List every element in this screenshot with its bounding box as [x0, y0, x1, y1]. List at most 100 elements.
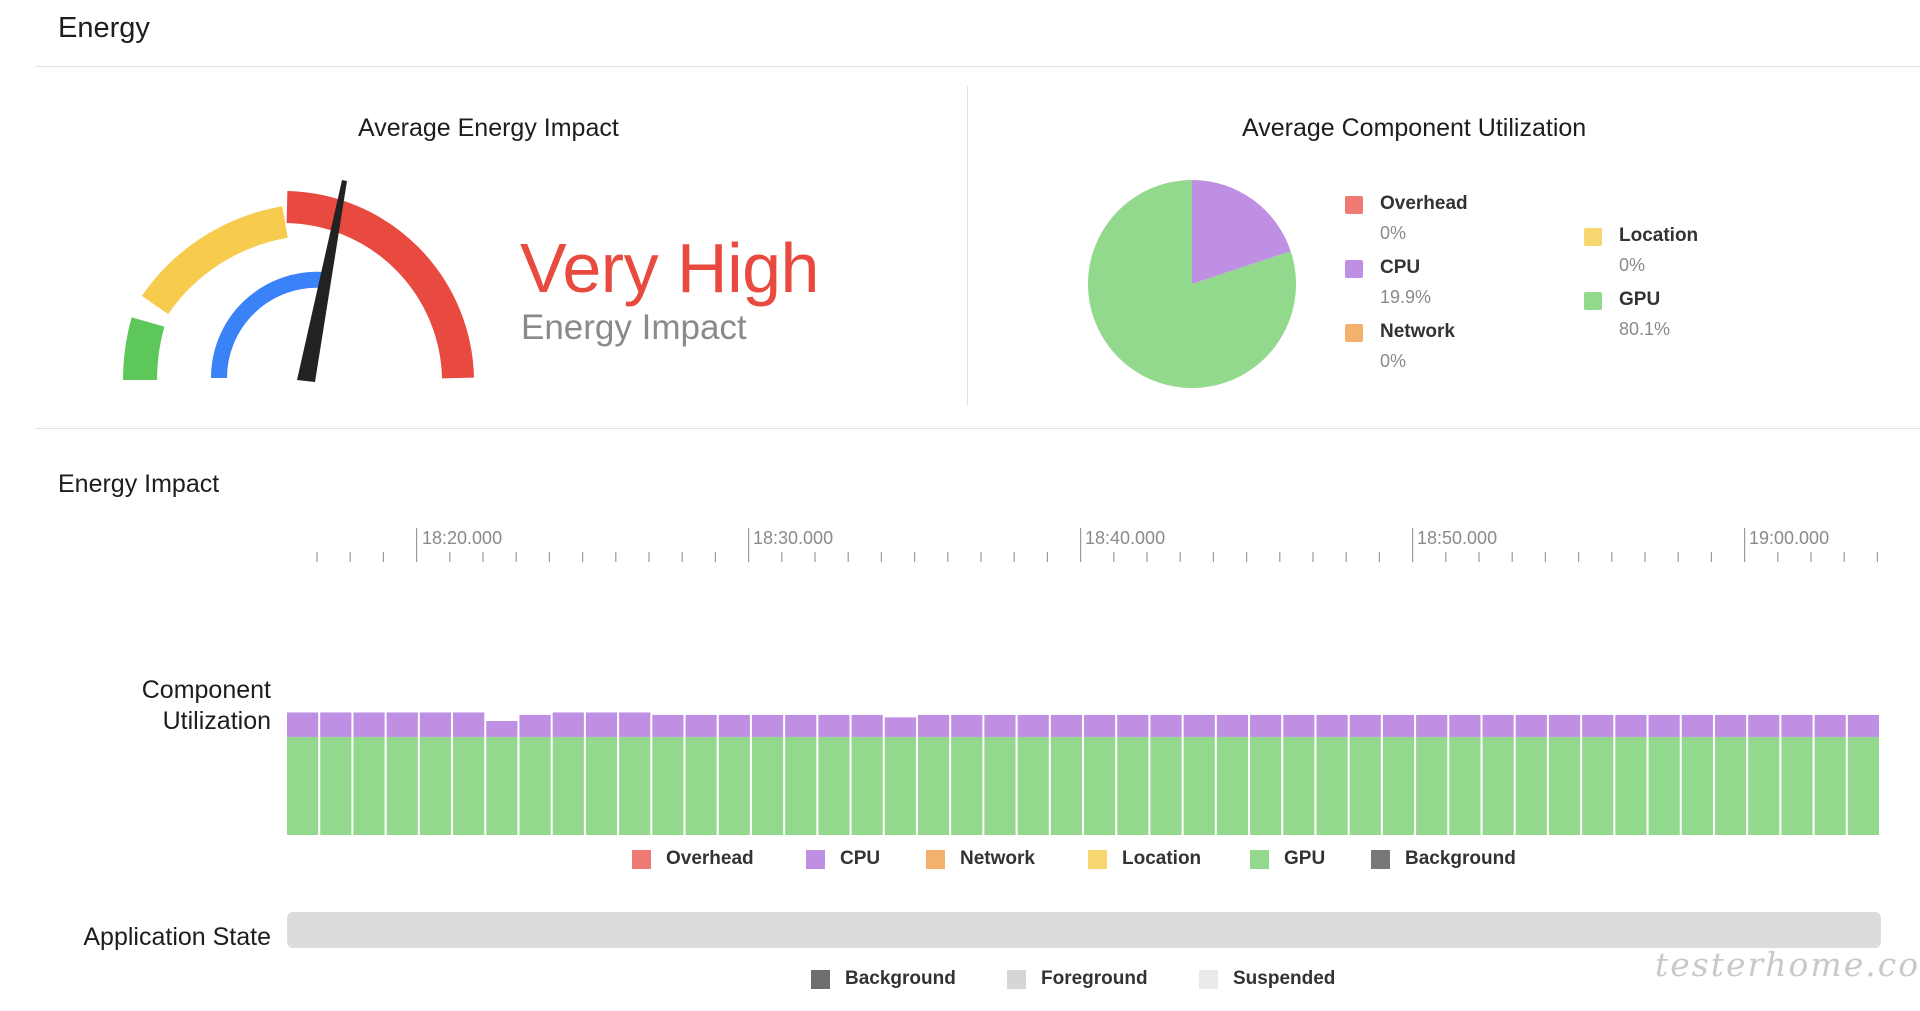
foreground-state-swatch [1007, 969, 1026, 989]
cpu-swatch [806, 849, 825, 869]
gpu-bar-segment [1416, 736, 1448, 835]
utilization-legend-location: Location [1088, 848, 1201, 872]
cpu-bar-segment [287, 712, 319, 737]
cpu-bar-segment [917, 714, 950, 737]
gpu-bar-segment [1548, 736, 1581, 835]
panel-divider [967, 86, 968, 406]
pie-legend-network-name: Network [1380, 321, 1455, 342]
cpu-bar-segment [1847, 714, 1879, 737]
gpu-bar-segment [1449, 736, 1481, 835]
cpu-bar-segment [785, 714, 817, 737]
gpu-bar-segment [519, 736, 551, 835]
cpu-bar-segment [1449, 714, 1481, 737]
pie-legend-overhead-percent: 0% [1380, 223, 1407, 243]
average-component-utilization-title: Average Component Utilization [1242, 114, 1587, 142]
gpu-bar-segment [486, 736, 518, 835]
gauge-high-band [286, 191, 474, 379]
cpu-bar-segment [1117, 714, 1149, 737]
overhead-swatch [1345, 196, 1363, 214]
cpu-bar-segment [1084, 714, 1116, 737]
state-legend-suspended-name: Suspended [1233, 968, 1336, 989]
gpu-bar-segment [1714, 736, 1747, 835]
pie-legend-gpu-name: GPU [1619, 289, 1661, 310]
cpu-bar-segment [419, 712, 452, 737]
cpu-bar-segment [1349, 714, 1381, 737]
state-legend-foreground: Foreground [1007, 968, 1148, 992]
cpu-bar-segment [453, 712, 485, 737]
gpu-bar-segment [917, 736, 950, 835]
cpu-bar-segment [1548, 714, 1581, 737]
gpu-bar-segment [287, 736, 319, 835]
cpu-bar-segment [851, 714, 883, 737]
cpu-bar-segment [1216, 714, 1249, 737]
cpu-bar-segment [818, 714, 850, 737]
cpu-bar-segment [386, 712, 418, 737]
pie-legend-overhead-name: Overhead [1380, 193, 1468, 214]
cpu-bar-segment [486, 721, 518, 737]
cpu-bar-segment [1183, 714, 1215, 737]
cpu-bar-segment [1615, 714, 1647, 737]
gpu-bar-segment [453, 736, 485, 835]
gpu-bar-segment [419, 736, 452, 835]
gpu-bar-segment [884, 736, 916, 835]
application-state-label: Application State [83, 923, 271, 951]
pie-legend-location-percent: 0% [1619, 255, 1646, 275]
gpu-bar-segment [585, 736, 618, 835]
background-state-swatch [811, 969, 830, 989]
utilization-legend-gpu-name: GPU [1284, 848, 1326, 869]
gpu-bar-segment [1582, 736, 1614, 835]
component-utilization-label: Component Utilization [141, 676, 271, 735]
gpu-swatch [1584, 292, 1602, 310]
cpu-bar-segment [1714, 714, 1747, 737]
cpu-bar-segment [1482, 714, 1514, 737]
utilization-legend-cpu: CPU [806, 848, 880, 872]
gauge-needle [297, 180, 347, 382]
utilization-legend-background-name: Background [1405, 848, 1516, 869]
cpu-bar-segment [1316, 714, 1348, 737]
gpu-bar-segment [1050, 736, 1082, 835]
location-swatch [1584, 228, 1602, 246]
timeline-tick-label: 18:40.000 [1085, 528, 1166, 548]
cpu-bar-segment [552, 712, 584, 737]
cpu-bar-segment [718, 714, 750, 737]
watermark: testerhome.com [1655, 945, 1920, 984]
gpu-bar-segment [320, 736, 352, 835]
network-swatch [1345, 324, 1363, 342]
cpu-bar-segment [1681, 714, 1713, 737]
cpu-bar-segment [1050, 714, 1082, 737]
gpu-bar-segment [353, 736, 385, 835]
pie-slice-cpu [1192, 180, 1291, 284]
pie-slice-gpu [1088, 180, 1296, 388]
gpu-bar-segment [1482, 736, 1514, 835]
gpu-bar-segment [1382, 736, 1415, 835]
gauge-low-band [122, 317, 165, 381]
cpu-bar-segment [951, 714, 983, 737]
utilization-legend-location-name: Location [1122, 848, 1202, 869]
cpu-bar-segment [320, 712, 352, 737]
gpu-swatch [1250, 849, 1269, 869]
cpu-bar-segment [1150, 714, 1182, 737]
location-swatch [1088, 849, 1107, 869]
cpu-bar-segment [751, 714, 784, 737]
application-state-bar[interactable] [287, 912, 1881, 948]
gpu-bar-segment [1847, 736, 1879, 835]
gpu-bar-segment [1748, 736, 1780, 835]
pie-legend-cpu-name: CPU [1380, 257, 1421, 278]
gpu-bar-segment [685, 736, 717, 835]
state-legend-background: Background [811, 968, 956, 992]
gpu-bar-segment [1283, 736, 1315, 835]
gpu-bar-segment [1515, 736, 1547, 835]
gpu-bar-segment [1681, 736, 1713, 835]
cpu-bar-segment [585, 712, 618, 737]
component-pie-chart [1088, 180, 1296, 388]
component-utilization-chart[interactable] [287, 710, 1881, 835]
pie-legend-network-percent: 0% [1380, 351, 1407, 371]
gpu-bar-segment [785, 736, 817, 835]
timeline-ruler[interactable] [310, 520, 1890, 564]
energy-rating: Very High [520, 229, 819, 307]
gpu-bar-segment [552, 736, 584, 835]
cpu-bar-segment [652, 714, 684, 737]
timeline-tick-label: 19:00.000 [1749, 528, 1830, 548]
gpu-bar-segment [751, 736, 784, 835]
cpu-bar-segment [1781, 714, 1813, 737]
